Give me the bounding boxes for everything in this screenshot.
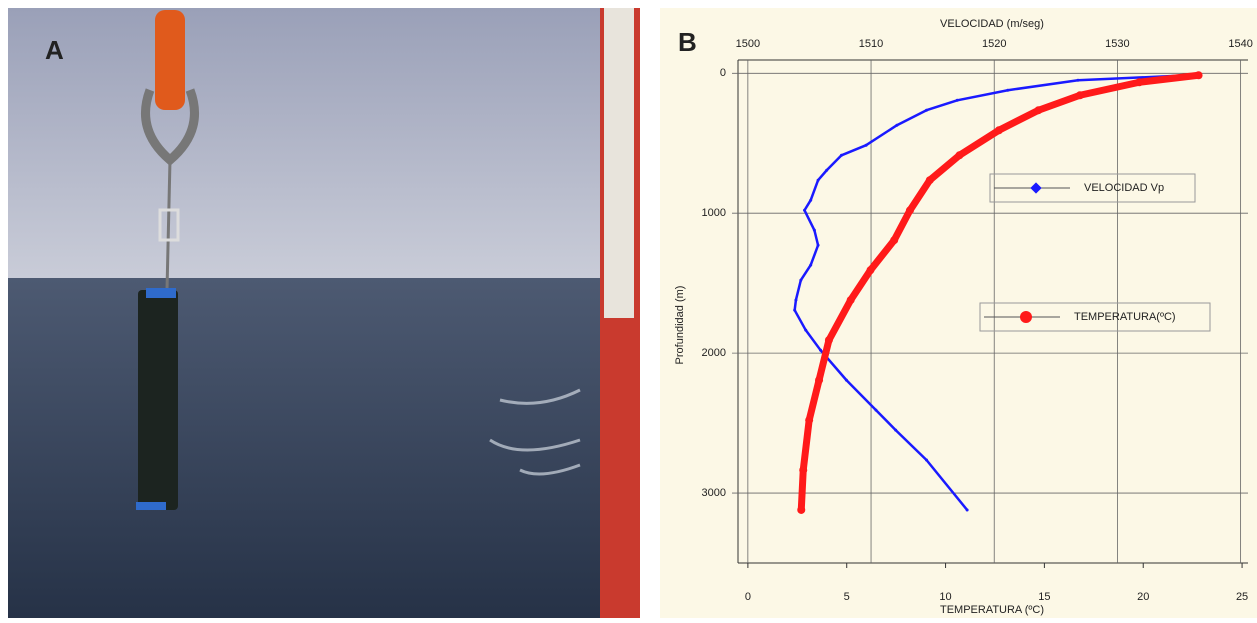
data-point <box>797 505 806 514</box>
panel-label: A <box>45 35 64 65</box>
data-point <box>803 208 807 212</box>
y-tick-label: 0 <box>720 67 726 79</box>
y-tick-label: 2000 <box>702 347 726 359</box>
x-tick-label: 20 <box>1137 591 1149 603</box>
panel-label: B <box>678 27 697 57</box>
data-point <box>1194 71 1203 80</box>
data-point <box>799 278 803 282</box>
legend-label: TEMPERATURA(ºC) <box>1074 311 1176 323</box>
chart-background <box>660 8 1257 618</box>
x2-tick-label: 1520 <box>982 38 1006 50</box>
data-point <box>905 206 914 215</box>
data-point <box>793 308 797 312</box>
data-point <box>1076 78 1080 82</box>
data-point <box>844 378 848 382</box>
legend-marker <box>1030 182 1042 194</box>
data-point <box>794 298 798 302</box>
data-point <box>864 143 868 147</box>
data-point <box>819 348 823 352</box>
legend-box <box>979 302 1211 332</box>
data-point <box>816 178 820 182</box>
y-tick-label: 1000 <box>702 207 726 219</box>
y-tick-label: 3000 <box>702 487 726 499</box>
data-point <box>924 108 928 112</box>
data-point <box>874 408 878 412</box>
legend-box <box>989 173 1196 203</box>
y-axis-title: Profundidad (m) <box>674 286 686 365</box>
x2-axis-title: VELOCIDAD (m/seg) <box>940 18 1044 30</box>
data-point <box>799 466 808 475</box>
data-point <box>816 243 820 247</box>
data-point <box>925 176 934 185</box>
data-point <box>825 168 829 172</box>
data-point <box>846 296 855 305</box>
x2-tick-label: 1540 <box>1228 38 1252 50</box>
data-point <box>824 336 833 345</box>
x-tick-label: 15 <box>1038 591 1050 603</box>
data-point <box>1034 106 1043 115</box>
x2-tick-label: 1510 <box>859 38 883 50</box>
data-point <box>839 153 843 157</box>
data-point <box>895 123 899 127</box>
profile-line <box>797 71 1199 511</box>
x-axis-title: TEMPERATURA (ºC) <box>940 604 1044 616</box>
data-point <box>890 236 899 245</box>
data-point <box>804 328 808 332</box>
x-tick-label: 5 <box>844 591 850 603</box>
data-point <box>1075 91 1084 100</box>
data-point <box>866 266 875 275</box>
photo: A <box>8 8 640 618</box>
data-point <box>955 98 959 102</box>
data-point <box>994 126 1003 135</box>
x-tick-label: 25 <box>1236 591 1248 603</box>
x-tick-label: 0 <box>745 591 751 603</box>
x2-tick-label: 1500 <box>736 38 760 50</box>
data-point <box>809 263 813 267</box>
x2-tick-label: 1530 <box>1105 38 1129 50</box>
x-tick-label: 10 <box>939 591 951 603</box>
legend-marker <box>1020 311 1032 323</box>
data-point <box>965 508 969 512</box>
data-point <box>1006 88 1010 92</box>
data-point <box>809 198 813 202</box>
data-point <box>955 151 964 160</box>
data-point <box>812 228 816 232</box>
data-point <box>894 428 898 432</box>
legend-label: VELOCIDAD Vp <box>1084 182 1164 194</box>
data-point <box>924 458 928 462</box>
data-point <box>1135 78 1144 87</box>
data-point <box>805 416 814 425</box>
data-point <box>815 376 824 385</box>
